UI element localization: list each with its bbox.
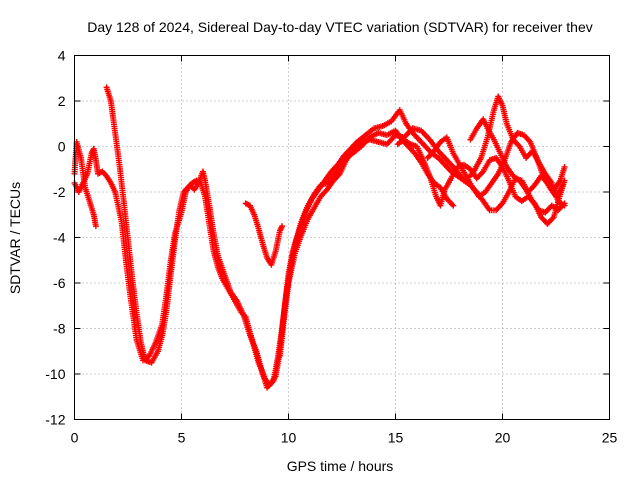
x-tick-label: 0	[71, 430, 79, 446]
chart-title: Day 128 of 2024, Sidereal Day-to-day VTE…	[87, 19, 593, 35]
series-arc-3	[103, 84, 568, 389]
y-tick-label: -10	[45, 366, 65, 382]
y-tick-label: -6	[53, 275, 66, 291]
y-tick-label: 0	[58, 139, 66, 155]
data-point	[561, 163, 568, 170]
x-axis-label: GPS time / hours	[287, 458, 394, 474]
grid	[74, 55, 610, 420]
series-arc-7	[424, 129, 566, 200]
data-point	[450, 202, 457, 209]
y-tick-label: -4	[53, 230, 66, 246]
x-tick-label: 20	[495, 430, 511, 446]
series-arc-8	[467, 116, 568, 216]
plot-frame	[74, 55, 610, 420]
data-point	[561, 177, 568, 184]
data-point	[559, 182, 566, 189]
x-tick-label: 15	[388, 430, 404, 446]
y-tick-label: -2	[53, 184, 66, 200]
data-point	[279, 223, 286, 230]
y-tick-label: 4	[58, 48, 66, 64]
axis-ticks: -12 -10 -8 -6 -4 -2 0 2 4 0 5 10 15 20 25	[45, 48, 617, 446]
x-tick-label: 25	[602, 430, 618, 446]
series-arc-4	[242, 200, 286, 268]
x-tick-label: 10	[281, 430, 297, 446]
y-tick-label: -12	[45, 412, 65, 428]
x-tick-label: 5	[178, 430, 186, 446]
data-point	[92, 223, 99, 230]
y-tick-label: 2	[58, 93, 66, 109]
y-axis-label: SDTVAR / TECUs	[7, 182, 23, 294]
y-tick-label: -8	[53, 321, 66, 337]
data-points	[71, 84, 568, 391]
data-point	[561, 200, 568, 207]
